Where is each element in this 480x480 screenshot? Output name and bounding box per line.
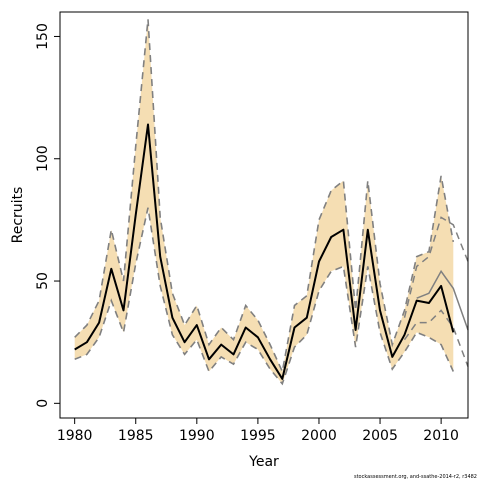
x-tick-label: 2000 xyxy=(301,428,337,444)
y-tick-label: 0 xyxy=(35,399,51,408)
upper-bound-line xyxy=(74,19,455,375)
x-axis-label: Year xyxy=(248,454,279,470)
y-axis: 0 50 100 150 xyxy=(35,23,61,408)
y-tick-label: 50 xyxy=(35,272,51,290)
y-tick-label: 100 xyxy=(35,145,51,172)
x-tick-label: 1980 xyxy=(57,428,93,444)
x-tick-label: 2010 xyxy=(423,428,459,444)
lower-bound-line xyxy=(74,207,455,386)
y-tick-label: 150 xyxy=(35,23,51,50)
x-tick-label: 1995 xyxy=(240,428,276,444)
x-tick-label: 2005 xyxy=(362,428,398,444)
confidence-band xyxy=(74,19,454,384)
confidence-band-layer xyxy=(74,19,454,384)
y-axis-label: Recruits xyxy=(10,187,26,244)
x-axis: 1980 1985 1990 1995 2000 2005 2010 xyxy=(57,417,459,444)
series-line-layer xyxy=(74,19,469,386)
estimate-line xyxy=(74,123,455,380)
other-run-upper-line xyxy=(403,216,469,318)
x-tick-label: 1985 xyxy=(118,428,154,444)
other-run-estimate-line xyxy=(416,269,469,331)
x-tick-label: 1990 xyxy=(179,428,215,444)
footnote: stockassessment.org, and-ssathe-2014-r2,… xyxy=(354,474,477,480)
other-run-lower-line xyxy=(403,309,469,367)
